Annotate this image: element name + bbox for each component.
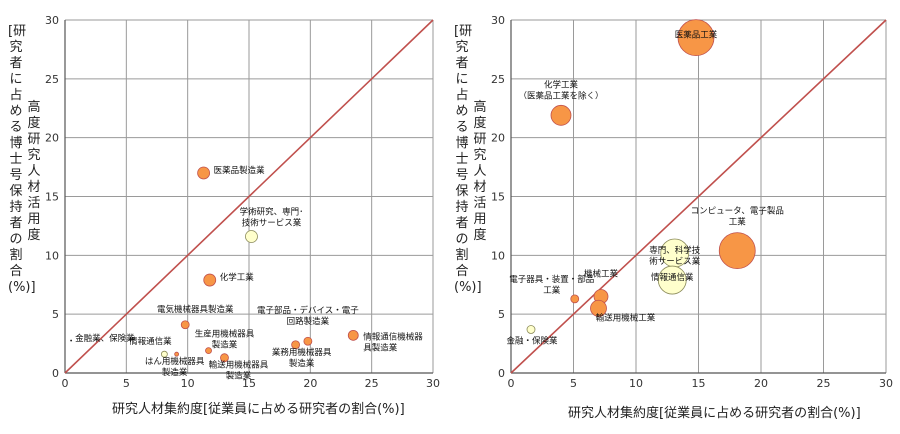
data-point <box>220 353 229 363</box>
chart-panel-left: [研究者に占める博士号保持者の割合(%)] 高度研究人材活用度 0 5 10 15 20… <box>8 14 440 417</box>
data-label: 輸送用機械器具製造業 <box>209 360 269 382</box>
data-label: 金融業、保険業 <box>75 333 135 344</box>
data-point <box>657 265 687 295</box>
data-label: 電気機械器具製造業 <box>157 304 234 315</box>
data-point <box>245 230 258 243</box>
data-point <box>160 350 168 358</box>
data-label: 情報通信業 <box>129 336 172 347</box>
y-tick-label: 30 <box>491 14 505 27</box>
data-point <box>174 351 180 357</box>
y-tick-label: 15 <box>45 191 59 204</box>
x-tick-label: 30 <box>426 377 440 390</box>
data-label: はん用機械器具製造業 <box>145 356 205 378</box>
y-tick-label: 10 <box>45 249 59 262</box>
data-point <box>203 273 217 287</box>
x-tick-label: 10 <box>629 377 643 390</box>
data-label: 医薬品工業 <box>675 30 718 41</box>
data-point <box>291 340 301 350</box>
x-axis-label: 研究人材集約度[従業員に占める研究者の割合(%)] <box>112 402 405 417</box>
y-axis-label: 高度研究人材活用度 <box>473 100 487 243</box>
data-point <box>197 166 211 180</box>
y-axis-label-bracket: [研究者に占める博士号保持者の割合(%)] <box>454 24 482 295</box>
data-point: ・ <box>67 337 76 347</box>
data-label: 機械工業 <box>584 269 619 280</box>
data-point <box>550 104 572 126</box>
chart-panel-right: [研究者に占める博士号保持者の割合(%)] 高度研究人材活用度 0 5 10 15 20… <box>450 0 900 434</box>
data-label: 業務用機械器具製造業 <box>272 347 332 369</box>
diagonal-reference-line <box>510 19 887 374</box>
x-axis-label: 研究人材集約度[従業員に占める研究者の割合(%)] <box>568 406 861 421</box>
data-label: 電子器具・装置・部品工業 <box>509 274 594 296</box>
x-tick-label: 0 <box>62 377 69 390</box>
data-label: 生産用機械器具製造業 <box>195 329 255 351</box>
data-label: コンピュータ、電子製品工業 <box>691 206 784 228</box>
y-axis-label-bracket: [研究者に占める博士号保持者の割合(%)] <box>8 24 36 295</box>
data-point <box>205 347 212 355</box>
x-tick-label: 25 <box>365 377 379 390</box>
data-point <box>180 320 190 330</box>
data-point <box>347 329 359 341</box>
data-label: 輸送用機械工業 <box>596 312 656 323</box>
data-label: 情報通信業 <box>651 272 694 283</box>
data-point <box>303 336 313 346</box>
data-point <box>590 299 607 317</box>
data-point <box>677 19 715 57</box>
y-tick-label: 30 <box>45 14 59 27</box>
data-label: 専門、科学技術サービス業 <box>649 245 701 267</box>
x-tick-label: 5 <box>123 377 130 390</box>
data-label: 情報通信機械器具製造業 <box>363 331 423 353</box>
x-tick-label: 20 <box>754 377 768 390</box>
x-tick-label: 0 <box>508 377 515 390</box>
data-label: 医薬品製造業 <box>214 165 266 176</box>
y-tick-label: 0 <box>498 367 505 380</box>
y-tick-label: 25 <box>491 73 505 86</box>
y-tick-label: 5 <box>52 308 59 321</box>
scatter-chart-right: 0 5 10 15 20 25 30 0 5 10 15 20 25 30 医薬品工業化学工業（医薬品工業を… <box>491 14 893 390</box>
data-point <box>718 232 756 270</box>
y-tick-label: 5 <box>498 308 505 321</box>
y-tick-label: 15 <box>491 191 505 204</box>
x-tick-label: 5 <box>570 377 577 390</box>
y-axis-label: 高度研究人材活用度 <box>27 100 41 243</box>
y-tick-label: 20 <box>491 132 505 145</box>
data-point <box>526 325 536 334</box>
data-label: 化学工業（医薬品工業を除く） <box>518 79 603 101</box>
y-tick-label: 10 <box>491 249 505 262</box>
scatter-chart-left: 0 5 10 15 20 25 30 0 5 10 15 20 25 30 医薬品製造業学術研究、専門･技術… <box>45 14 440 390</box>
y-tick-label: 20 <box>45 132 59 145</box>
x-tick-label: 15 <box>692 377 706 390</box>
x-tick-label: 30 <box>879 377 893 390</box>
data-point <box>570 294 580 304</box>
x-tick-label: 10 <box>181 377 195 390</box>
data-label: 化学工業 <box>220 272 255 283</box>
x-tick-label: 15 <box>242 377 256 390</box>
data-label: 電子部品・デバイス・電子回路製造業 <box>257 305 359 327</box>
x-tick-label: 20 <box>303 377 317 390</box>
x-tick-label: 25 <box>817 377 831 390</box>
data-label: 学術研究、専門･技術サービス業 <box>240 207 304 229</box>
y-tick-label: 0 <box>52 367 59 380</box>
diagonal-reference-line <box>64 19 434 374</box>
data-label: 金融・保険業 <box>506 335 558 346</box>
y-tick-label: 25 <box>45 73 59 86</box>
